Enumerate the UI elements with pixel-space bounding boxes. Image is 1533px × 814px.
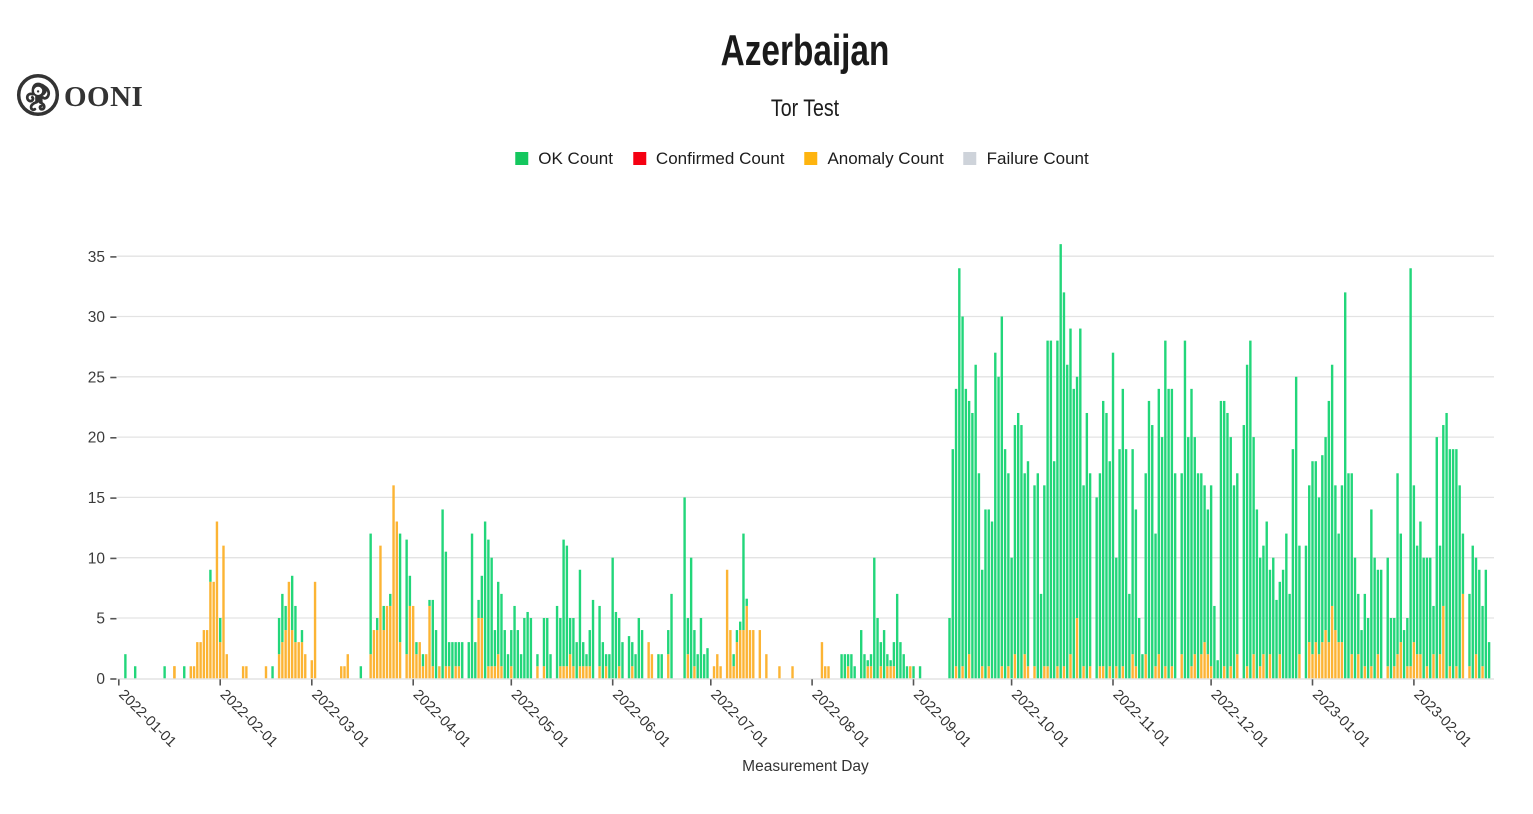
svg-text:2022-09-01: 2022-09-01 <box>910 687 974 751</box>
svg-text:2022-07-01: 2022-07-01 <box>707 687 771 751</box>
svg-text:10: 10 <box>88 550 106 567</box>
svg-text:25: 25 <box>88 369 105 386</box>
svg-text:35: 35 <box>88 249 105 266</box>
svg-text:2022-03-01: 2022-03-01 <box>308 687 372 751</box>
svg-text:2022-11-01: 2022-11-01 <box>1110 687 1173 750</box>
svg-text:30: 30 <box>88 309 106 326</box>
svg-text:2022-06-01: 2022-06-01 <box>609 687 673 751</box>
svg-text:2022-02-01: 2022-02-01 <box>217 687 281 751</box>
svg-text:15: 15 <box>88 490 105 507</box>
svg-text:20: 20 <box>88 430 106 447</box>
svg-text:2022-04-01: 2022-04-01 <box>410 687 474 751</box>
svg-text:2022-10-01: 2022-10-01 <box>1008 687 1072 751</box>
svg-text:2023-02-01: 2023-02-01 <box>1410 687 1474 751</box>
svg-text:2022-12-01: 2022-12-01 <box>1208 687 1272 751</box>
svg-text:5: 5 <box>96 611 105 628</box>
svg-text:2023-01-01: 2023-01-01 <box>1309 687 1373 751</box>
svg-text:2022-08-01: 2022-08-01 <box>809 687 873 751</box>
svg-text:2022-01-01: 2022-01-01 <box>115 687 179 751</box>
svg-text:0: 0 <box>96 671 105 688</box>
svg-text:2022-05-01: 2022-05-01 <box>508 687 572 751</box>
svg-text:Measurement Day: Measurement Day <box>742 758 869 775</box>
